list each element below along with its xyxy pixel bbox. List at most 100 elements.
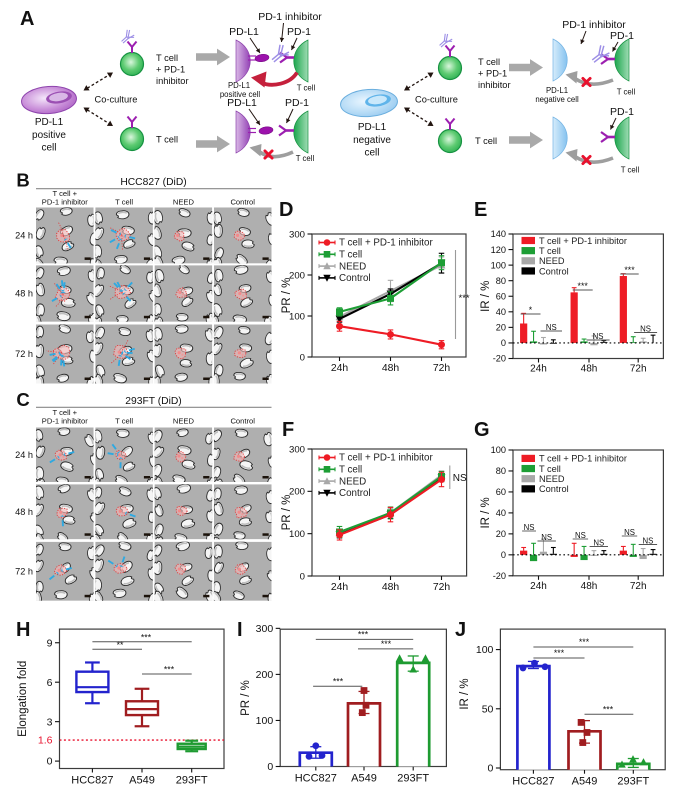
- svg-text:NS: NS: [541, 533, 552, 542]
- svg-text:6: 6: [47, 677, 53, 689]
- svg-text:*: *: [529, 305, 533, 315]
- svg-text:200: 200: [289, 487, 305, 498]
- svg-text:IR / %: IR / %: [459, 678, 471, 709]
- svg-text:positive: positive: [32, 130, 66, 141]
- svg-text:300: 300: [256, 623, 274, 635]
- svg-text:PD-L1: PD-L1: [227, 97, 257, 109]
- svg-text:NEED: NEED: [173, 417, 195, 426]
- svg-text:T cell: T cell: [539, 246, 561, 256]
- svg-text:PD-1: PD-1: [610, 30, 634, 42]
- svg-text:***: ***: [381, 639, 392, 649]
- svg-text:PD-1 inhibitor: PD-1 inhibitor: [42, 417, 88, 426]
- svg-text:200: 200: [256, 669, 274, 681]
- svg-text:NEED: NEED: [339, 261, 366, 272]
- svg-text:T cell: T cell: [475, 136, 497, 146]
- svg-text:NS: NS: [642, 537, 653, 546]
- svg-text:NS: NS: [593, 539, 604, 548]
- svg-text:24h: 24h: [331, 582, 349, 593]
- svg-text:***: ***: [164, 665, 175, 675]
- svg-text:72h: 72h: [630, 364, 647, 375]
- svg-text:100: 100: [256, 715, 274, 727]
- svg-text:Control: Control: [539, 266, 569, 276]
- svg-text:120: 120: [491, 245, 506, 255]
- svg-text:40: 40: [496, 307, 506, 317]
- svg-text:C: C: [16, 389, 29, 410]
- svg-text:293FT: 293FT: [397, 773, 429, 785]
- svg-text:100: 100: [289, 311, 305, 322]
- svg-text:T cell: T cell: [115, 417, 133, 426]
- svg-text:NEED: NEED: [539, 474, 565, 484]
- svg-text:24h: 24h: [530, 581, 547, 592]
- svg-text:+ PD-1: + PD-1: [478, 69, 507, 79]
- svg-text:PD-1: PD-1: [287, 26, 311, 38]
- svg-text:48h: 48h: [382, 582, 400, 593]
- svg-text:NEED: NEED: [539, 256, 565, 266]
- svg-text:D: D: [279, 199, 293, 221]
- svg-text:1.6: 1.6: [38, 735, 53, 747]
- svg-text:50: 50: [482, 703, 494, 715]
- svg-text:PD-L1: PD-L1: [546, 86, 568, 95]
- svg-text:T cell +: T cell +: [53, 408, 78, 417]
- svg-text:cell: cell: [364, 148, 379, 159]
- svg-text:100: 100: [491, 445, 506, 455]
- svg-text:T cell +: T cell +: [53, 189, 78, 198]
- svg-text:72 h: 72 h: [15, 566, 33, 576]
- svg-text:0: 0: [47, 756, 53, 768]
- svg-text:inhibitor: inhibitor: [478, 80, 511, 90]
- svg-text:NS: NS: [453, 473, 467, 484]
- svg-text:A549: A549: [129, 775, 155, 787]
- svg-text:200: 200: [289, 270, 305, 281]
- svg-text:T cell: T cell: [339, 465, 362, 476]
- svg-text:T cell: T cell: [296, 154, 315, 163]
- svg-text:T cell: T cell: [297, 84, 316, 93]
- svg-text:20: 20: [496, 529, 506, 539]
- svg-text:PD-1 inhibitor: PD-1 inhibitor: [562, 19, 626, 31]
- svg-text:T cell: T cell: [478, 57, 500, 67]
- svg-text:72h: 72h: [433, 363, 451, 374]
- svg-text:T cell: T cell: [156, 135, 178, 145]
- svg-text:negative: negative: [353, 135, 391, 146]
- svg-text:72h: 72h: [433, 582, 451, 593]
- svg-text:48h: 48h: [581, 364, 598, 375]
- svg-text:T cell + PD-1 inhibitor: T cell + PD-1 inhibitor: [539, 236, 627, 246]
- svg-text:E: E: [474, 199, 487, 221]
- svg-text:48h: 48h: [382, 363, 400, 374]
- svg-text:T cell + PD-1 inhibitor: T cell + PD-1 inhibitor: [339, 238, 433, 249]
- svg-text:T cell + PD-1 inhibitor: T cell + PD-1 inhibitor: [339, 453, 433, 464]
- svg-text:T cell: T cell: [621, 166, 640, 175]
- svg-text:-20: -20: [493, 571, 506, 581]
- svg-text:0: 0: [501, 550, 506, 560]
- svg-text:100: 100: [289, 529, 305, 540]
- svg-text:J: J: [455, 619, 466, 641]
- svg-text:72h: 72h: [630, 581, 647, 592]
- svg-text:***: ***: [579, 637, 590, 647]
- svg-text:0: 0: [267, 761, 273, 773]
- svg-text:Control: Control: [339, 273, 371, 284]
- svg-text:PD-1 inhibitor: PD-1 inhibitor: [258, 11, 322, 23]
- svg-text:PD-1: PD-1: [285, 97, 309, 109]
- svg-text:24h: 24h: [530, 364, 547, 375]
- svg-text:48h: 48h: [581, 581, 598, 592]
- svg-text:24 h: 24 h: [15, 230, 33, 240]
- svg-text:positive cell: positive cell: [220, 90, 261, 99]
- svg-text:Control: Control: [339, 488, 371, 499]
- svg-text:Control: Control: [539, 484, 569, 494]
- svg-text:300: 300: [289, 444, 305, 455]
- svg-text:NEED: NEED: [339, 476, 366, 487]
- svg-text:***: ***: [554, 648, 565, 658]
- svg-text:300: 300: [289, 229, 305, 240]
- svg-text:NS: NS: [575, 531, 586, 540]
- svg-text:I: I: [237, 619, 243, 641]
- svg-text:***: ***: [358, 630, 369, 640]
- svg-text:T cell: T cell: [617, 88, 636, 97]
- svg-text:NS: NS: [593, 332, 604, 341]
- svg-text:A549: A549: [572, 776, 598, 788]
- svg-text:0: 0: [300, 352, 305, 363]
- svg-text:T cell: T cell: [156, 53, 178, 63]
- svg-text:T cell + PD-1 inhibitor: T cell + PD-1 inhibitor: [539, 454, 627, 464]
- svg-text:inhibitor: inhibitor: [156, 76, 189, 86]
- svg-text:HCC827: HCC827: [512, 776, 554, 788]
- svg-text:100: 100: [491, 260, 506, 270]
- svg-text:293FT: 293FT: [176, 775, 208, 787]
- svg-text:3: 3: [47, 716, 53, 728]
